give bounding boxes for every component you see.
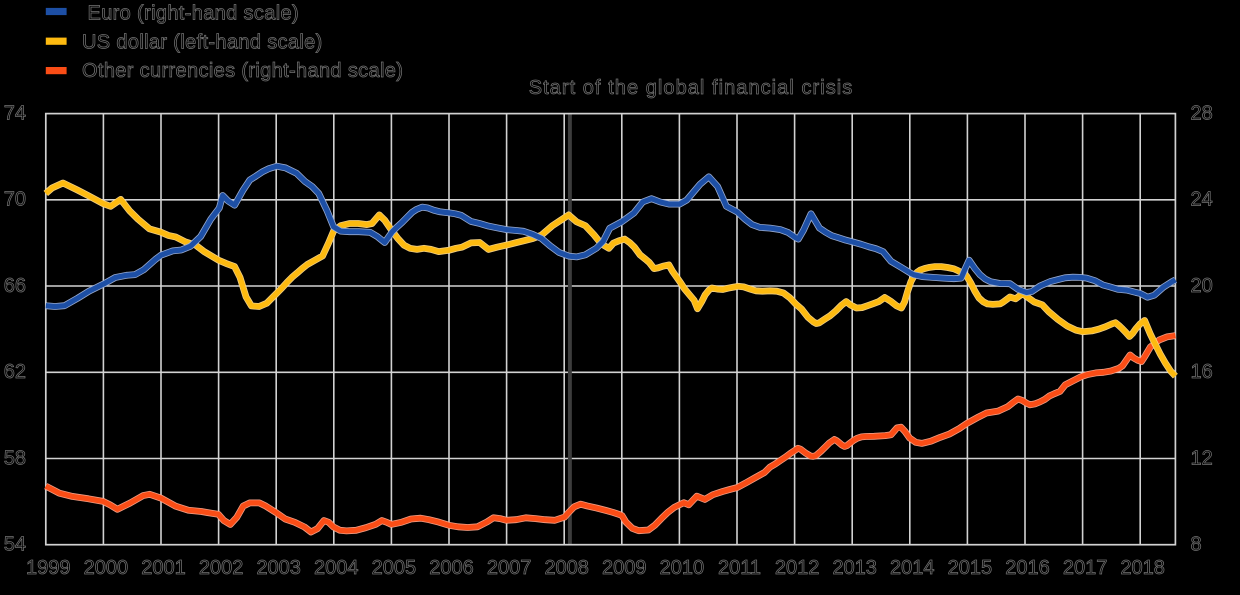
svg-text:2011: 2011 [718,557,761,579]
svg-text:2008: 2008 [544,557,589,579]
svg-text:2013: 2013 [832,557,877,579]
svg-text:54: 54 [4,534,26,556]
svg-text:28: 28 [1191,102,1213,124]
svg-text:66: 66 [4,275,26,297]
svg-text:Start of the global financial: Start of the global financial crisis [529,77,854,99]
svg-text:12: 12 [1191,447,1213,469]
svg-text:2004: 2004 [314,557,359,579]
svg-text:2016: 2016 [1005,557,1050,579]
svg-text:2005: 2005 [372,557,417,579]
svg-text:74: 74 [4,102,26,124]
svg-text:US dollar (left-hand scale): US dollar (left-hand scale) [82,31,323,53]
svg-text:20: 20 [1191,275,1213,297]
svg-text:2000: 2000 [84,557,129,579]
svg-text:2009: 2009 [602,557,647,579]
svg-text:2001: 2001 [141,557,186,579]
svg-text:2010: 2010 [660,557,705,579]
svg-text:2015: 2015 [948,557,993,579]
svg-text:Euro (right-hand scale): Euro (right-hand scale) [88,3,299,25]
svg-text:58: 58 [4,447,26,469]
svg-text:2018: 2018 [1120,557,1165,579]
svg-text:1999: 1999 [26,557,71,579]
svg-text:Other currencies (right-hand s: Other currencies (right-hand scale) [82,60,403,82]
svg-text:16: 16 [1191,361,1213,383]
svg-text:2006: 2006 [429,557,474,579]
svg-text:70: 70 [4,189,26,211]
svg-text:2002: 2002 [199,557,244,579]
svg-text:2012: 2012 [775,557,820,579]
svg-text:8: 8 [1191,534,1202,556]
svg-text:2003: 2003 [256,557,301,579]
svg-text:2017: 2017 [1063,557,1108,579]
svg-text:2007: 2007 [487,557,532,579]
svg-text:2014: 2014 [890,557,935,579]
svg-text:24: 24 [1191,189,1213,211]
svg-text:62: 62 [4,361,26,383]
